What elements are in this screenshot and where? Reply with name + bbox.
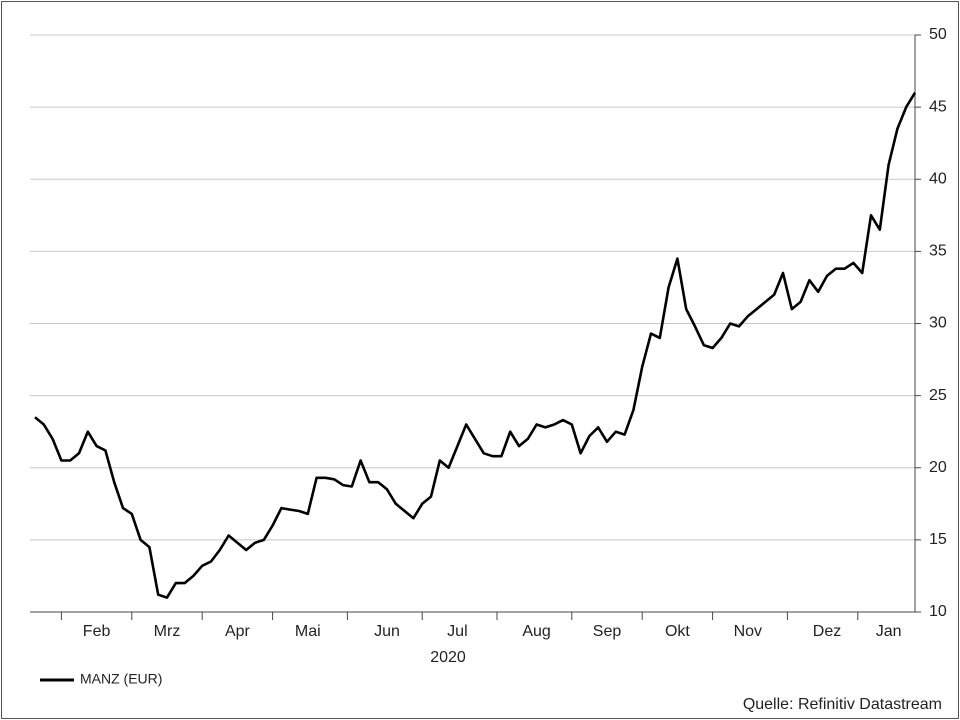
x-tick-label: Feb — [83, 623, 111, 640]
source: Quelle: Refinitiv Datastream — [743, 696, 942, 713]
x-tick-label: Jan — [876, 623, 902, 640]
x-tick-label: Mrz — [154, 623, 181, 640]
x-tick-label: Dez — [813, 623, 841, 640]
y-tick-label: 40 — [929, 170, 947, 187]
x-axis-label: 2020 — [430, 649, 466, 666]
legend-label: MANZ (EUR) — [80, 671, 162, 687]
y-tick-label: 50 — [929, 26, 947, 43]
x-tick-label: Nov — [734, 623, 762, 640]
x-tick-label: Sep — [593, 623, 622, 640]
y-tick-label: 45 — [929, 98, 947, 115]
y-tick-label: 25 — [929, 387, 947, 404]
y-tick-label: 35 — [929, 243, 947, 260]
x-tick-label: Jun — [374, 623, 400, 640]
line — [34, 92, 917, 599]
y-tick-label: 10 — [929, 603, 947, 620]
y-tick-label: 20 — [929, 459, 947, 476]
x-tick-label: Apr — [225, 623, 251, 640]
x-tick-label: Jul — [447, 623, 467, 640]
y-tick-label: 15 — [929, 531, 947, 548]
x-tick-label: Mai — [295, 623, 321, 640]
y-tick-label: 30 — [929, 315, 947, 332]
x-tick-label: Okt — [665, 623, 690, 640]
x-tick-label: Aug — [522, 623, 550, 640]
